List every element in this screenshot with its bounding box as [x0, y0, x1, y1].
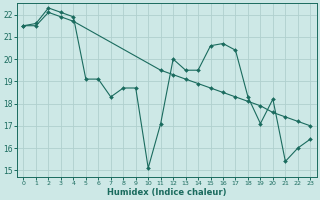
- X-axis label: Humidex (Indice chaleur): Humidex (Indice chaleur): [107, 188, 227, 197]
